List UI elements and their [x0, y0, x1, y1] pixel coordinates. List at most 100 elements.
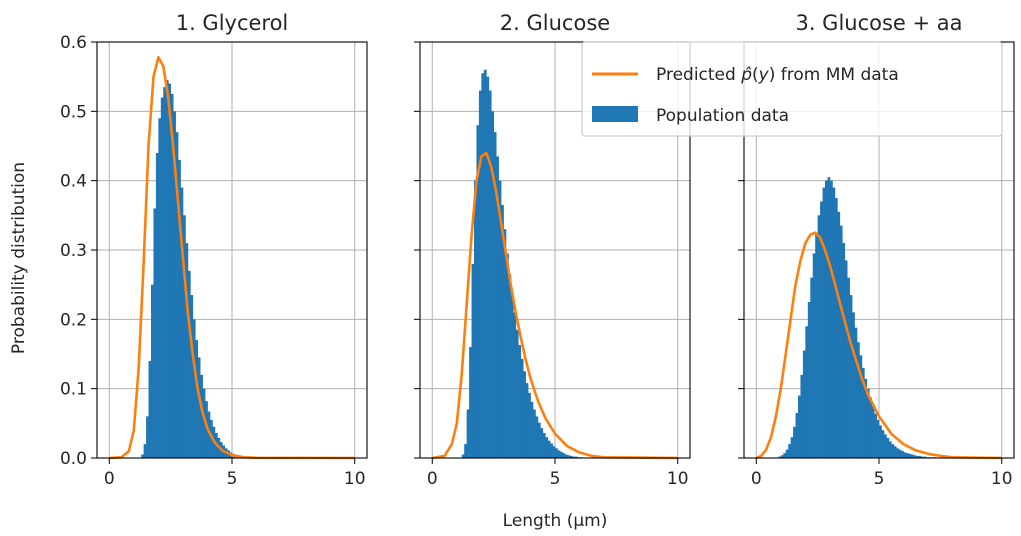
histogram-bar — [209, 419, 213, 458]
histogram-bar — [532, 409, 536, 458]
histogram-bar — [182, 215, 186, 458]
y-tick-label: 0.5 — [60, 102, 87, 122]
histogram-bar — [496, 156, 499, 458]
histogram-bar — [807, 302, 811, 458]
histogram-bar — [564, 454, 568, 458]
histogram-bar — [525, 383, 529, 458]
histogram-bar — [478, 90, 482, 459]
histogram-bar — [810, 277, 814, 458]
histogram-bar — [151, 284, 154, 458]
histogram-bar — [483, 69, 487, 458]
histogram-bar — [187, 270, 191, 458]
histogram-bar — [812, 253, 816, 458]
histogram-bar — [195, 340, 199, 458]
histogram-bar — [493, 132, 497, 458]
x-tick-label: 5 — [874, 469, 885, 489]
predicted-line — [432, 151, 678, 460]
histogram-bar — [881, 430, 885, 458]
histogram-bar — [788, 444, 792, 458]
histogram-bar — [474, 180, 477, 458]
histogram-bar — [869, 397, 873, 458]
histogram-bar — [888, 441, 892, 458]
histogram-bar — [148, 360, 152, 458]
histogram-bar — [839, 225, 843, 458]
x-ticks: 0 5 10 — [427, 458, 689, 489]
histogram-bar — [805, 326, 809, 458]
y-ticks — [414, 41, 420, 459]
histogram-bar — [200, 374, 203, 458]
histogram-bar — [780, 455, 784, 458]
histogram-bar — [146, 416, 149, 458]
histogram-bar — [545, 437, 549, 458]
histogram-bar — [170, 94, 174, 458]
histogram-bar — [903, 452, 907, 458]
histogram-bar — [891, 444, 895, 458]
histogram-bar — [854, 327, 858, 458]
histogram-bar — [915, 455, 919, 458]
histogram-bar — [175, 132, 179, 458]
histogram-bar — [168, 83, 172, 458]
histogram-bars — [461, 69, 583, 459]
histogram-bar — [778, 456, 782, 458]
histogram-bar — [505, 253, 509, 458]
histogram-bar — [523, 371, 526, 458]
histogram-bar — [190, 295, 194, 458]
histogram-bar — [825, 180, 828, 458]
x-tick-label: 10 — [344, 469, 366, 489]
legend: Predicted p̂(y) from MM data Population … — [581, 41, 1003, 137]
histogram-bar — [508, 274, 512, 458]
histogram-bar — [547, 440, 551, 458]
histogram-bar — [829, 180, 833, 458]
predicted-line — [109, 55, 355, 460]
histogram-bar — [185, 243, 189, 458]
histogram-bar — [790, 437, 794, 458]
histogram-bar — [160, 97, 164, 458]
histogram-bar — [461, 454, 465, 458]
histogram-bar — [528, 392, 531, 458]
histogram-bar — [515, 329, 519, 458]
x-tick-label: 5 — [550, 469, 561, 489]
histogram-bar — [842, 243, 846, 458]
histogram-bar — [913, 455, 917, 458]
histogram-bar — [837, 211, 841, 458]
histogram-bar — [562, 453, 566, 458]
panel-2: 2. Glucose 0 5 10 — [414, 11, 691, 489]
panels: 1. Glycerol 0 5 10 0.0 0.1 0.2 0.3 0.4 0.5 0.6 2. G… — [60, 11, 1015, 489]
histogram-bar — [874, 413, 877, 458]
histogram-bar — [466, 409, 470, 458]
histogram-bar — [481, 73, 485, 458]
histogram-bar — [883, 434, 887, 458]
histogram-bar — [518, 344, 522, 458]
histogram-bar — [886, 437, 890, 458]
x-axis-label: Length (μm) — [503, 511, 608, 531]
panel-title: 3. Glucose + aa — [795, 11, 962, 35]
y-axis-label: Probability distribution — [9, 162, 29, 354]
histogram-bar — [488, 90, 492, 459]
x-tick-label: 0 — [751, 469, 762, 489]
histogram-bar — [910, 454, 914, 458]
histogram-bar — [555, 448, 558, 458]
x-ticks: 0 5 10 — [104, 458, 366, 489]
y-tick-label: 0.4 — [60, 172, 87, 192]
y-tick-label: 0.0 — [60, 449, 87, 469]
histogram-bar — [501, 204, 504, 458]
histogram-bar — [879, 425, 882, 458]
histogram-bar — [540, 428, 544, 458]
histogram-bar — [173, 111, 176, 458]
histogram-bar — [800, 374, 804, 458]
histogram-bar — [785, 449, 789, 458]
histogram-bar — [861, 367, 865, 458]
histogram-bar — [849, 295, 853, 458]
histogram-bar — [153, 208, 157, 458]
histogram-bar — [832, 187, 836, 458]
histogram-bar — [844, 260, 848, 458]
x-tick-label: 10 — [991, 469, 1013, 489]
histogram-bar — [822, 187, 826, 458]
panel-1: 1. Glycerol 0 5 10 0.0 0.1 0.2 0.3 0.4 0.5 0.6 — [60, 11, 368, 489]
histogram-bar — [856, 342, 860, 458]
histogram-bar — [871, 406, 875, 458]
y-tick-label: 0.1 — [60, 380, 87, 400]
histogram-bar — [491, 111, 495, 458]
histogram-bar — [542, 433, 546, 458]
